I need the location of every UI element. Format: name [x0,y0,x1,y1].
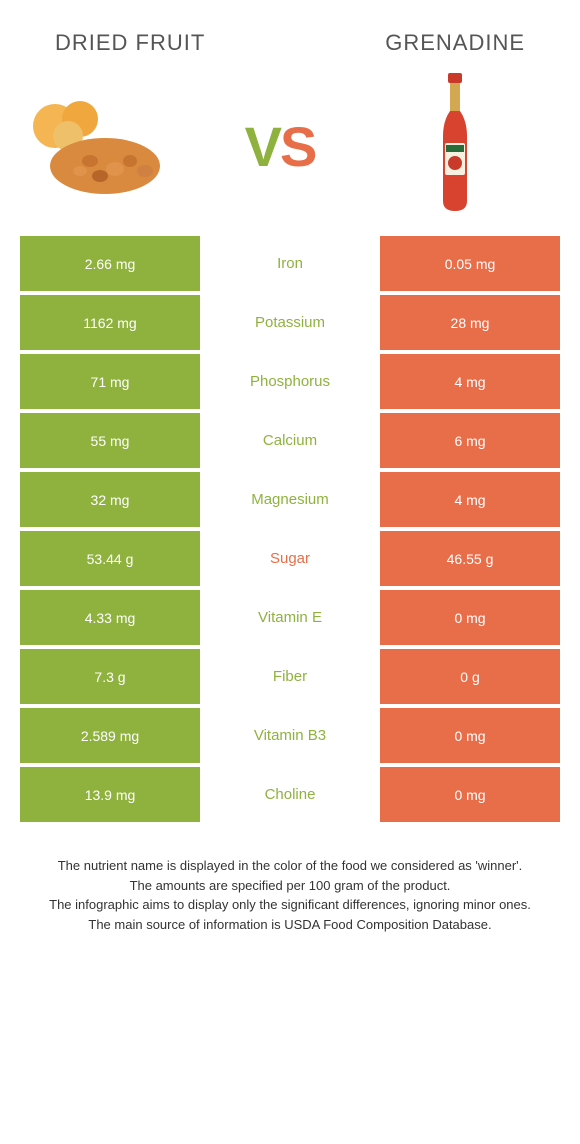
nutrient-label: Sugar [200,531,380,586]
footer-line: The nutrient name is displayed in the co… [40,856,540,876]
left-value-cell: 7.3 g [20,649,200,704]
table-row: 55 mgCalcium6 mg [20,413,560,468]
right-value-cell: 46.55 g [380,531,560,586]
footer-notes: The nutrient name is displayed in the co… [0,826,580,934]
footer-line: The infographic aims to display only the… [40,895,540,915]
right-value-cell: 4 mg [380,472,560,527]
left-value-cell: 2.589 mg [20,708,200,763]
table-row: 1162 mgPotassium28 mg [20,295,560,350]
right-food-title: GRENADINE [385,30,525,56]
nutrient-label: Vitamin B3 [200,708,380,763]
footer-line: The amounts are specified per 100 gram o… [40,876,540,896]
nutrient-label: Potassium [200,295,380,350]
vs-label: VS [245,114,316,179]
table-row: 53.44 gSugar46.55 g [20,531,560,586]
table-row: 71 mgPhosphorus4 mg [20,354,560,409]
header: DRIED FRUIT GRENADINE [0,0,580,66]
right-value-cell: 0 g [380,649,560,704]
left-value-cell: 2.66 mg [20,236,200,291]
table-row: 32 mgMagnesium4 mg [20,472,560,527]
footer-line: The main source of information is USDA F… [40,915,540,935]
table-row: 2.66 mgIron0.05 mg [20,236,560,291]
nutrient-label: Fiber [200,649,380,704]
table-row: 4.33 mgVitamin E0 mg [20,590,560,645]
table-row: 13.9 mgCholine0 mg [20,767,560,822]
left-value-cell: 71 mg [20,354,200,409]
left-food-title: DRIED FRUIT [55,30,205,56]
left-value-cell: 1162 mg [20,295,200,350]
vs-v: V [245,115,280,178]
left-value-cell: 32 mg [20,472,200,527]
dried-fruit-icon [20,81,190,211]
comparison-table: 2.66 mgIron0.05 mg1162 mgPotassium28 mg7… [0,236,580,822]
right-value-cell: 0 mg [380,767,560,822]
right-value-cell: 6 mg [380,413,560,468]
left-value-cell: 4.33 mg [20,590,200,645]
nutrient-label: Iron [200,236,380,291]
right-value-cell: 4 mg [380,354,560,409]
nutrient-label: Magnesium [200,472,380,527]
table-row: 7.3 gFiber0 g [20,649,560,704]
right-value-cell: 28 mg [380,295,560,350]
right-value-cell: 0 mg [380,590,560,645]
nutrient-label: Vitamin E [200,590,380,645]
left-value-cell: 53.44 g [20,531,200,586]
vs-s: S [280,115,315,178]
images-row: VS [0,66,580,236]
left-value-cell: 13.9 mg [20,767,200,822]
nutrient-label: Calcium [200,413,380,468]
right-value-cell: 0.05 mg [380,236,560,291]
right-value-cell: 0 mg [380,708,560,763]
nutrient-label: Phosphorus [200,354,380,409]
nutrient-label: Choline [200,767,380,822]
left-value-cell: 55 mg [20,413,200,468]
table-row: 2.589 mgVitamin B30 mg [20,708,560,763]
grenadine-bottle-icon [370,81,540,211]
